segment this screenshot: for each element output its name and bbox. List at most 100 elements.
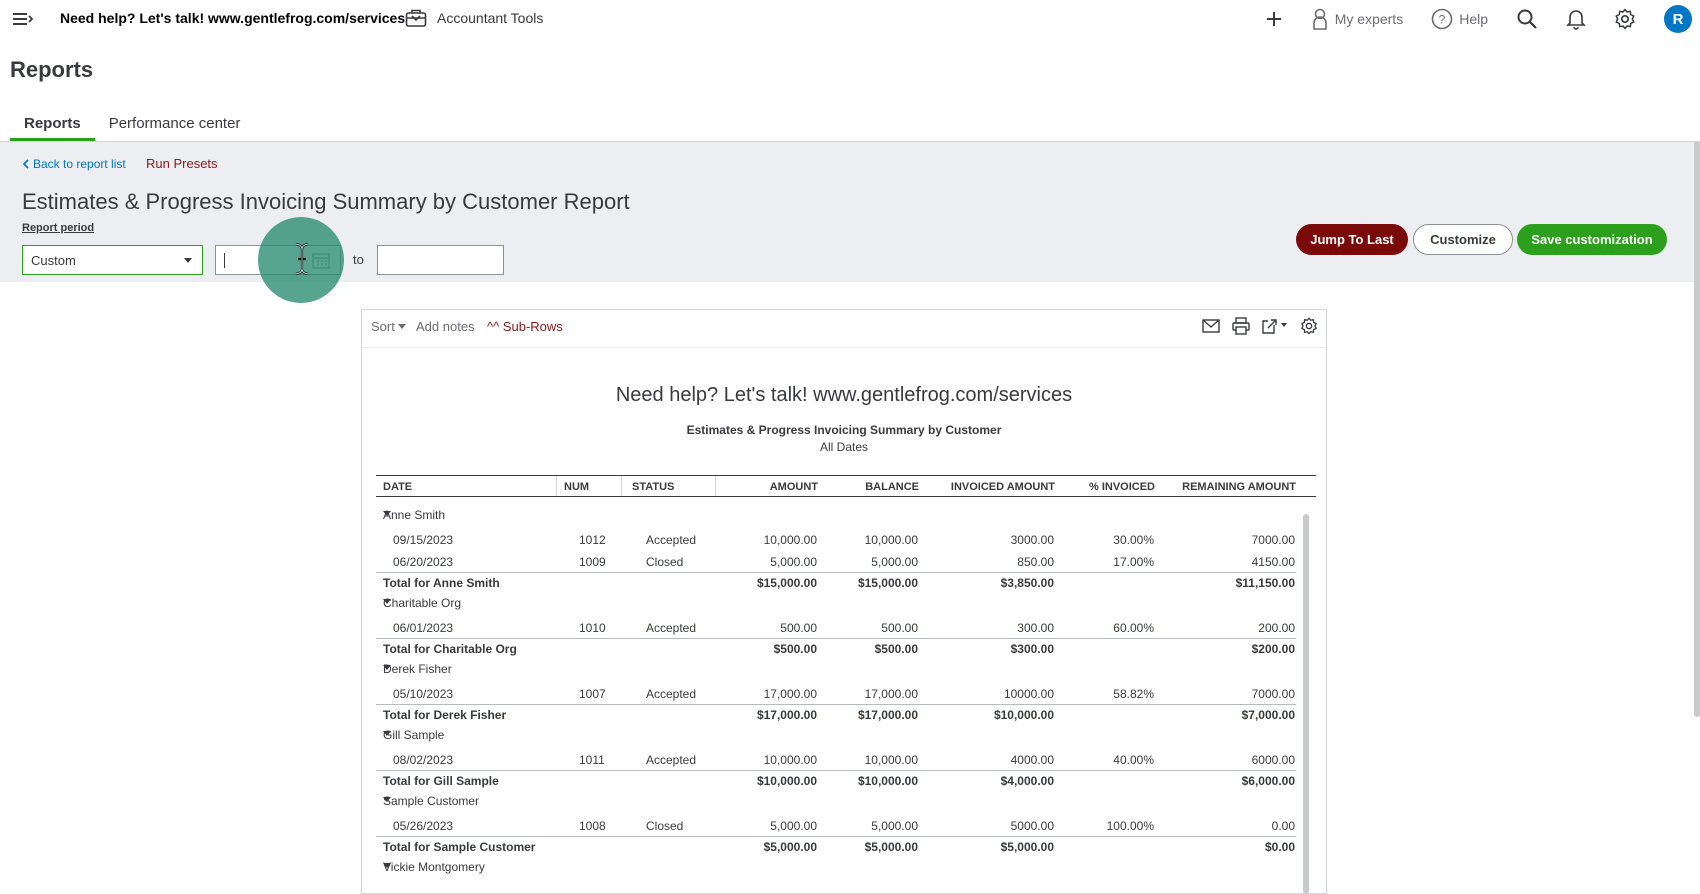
col-num[interactable]: NUM [564,481,590,493]
export-icon[interactable] [1262,317,1288,335]
cell-num: 1011 [579,753,605,767]
to-date-input[interactable] [377,245,504,275]
column-divider[interactable] [715,476,716,496]
notifications-button[interactable] [1566,8,1586,30]
report-dates: All Dates [819,440,869,454]
collapse-caret-icon[interactable] [383,797,391,802]
chevron-left-icon [22,159,29,169]
tab-reports[interactable]: Reports [10,104,95,142]
user-avatar-button[interactable]: R [1664,5,1692,33]
cell-balance: 5,000.00 [871,555,918,569]
help-button[interactable]: ? Help [1431,8,1488,30]
sort-button[interactable]: Sort [371,319,406,334]
page-tabs: Reports Performance center [10,104,254,142]
cell-date: Total for Charitable Org [383,642,517,656]
table-row: 06/01/2023 1010 Accepted 500.00 500.00 300.00… [376,618,1296,638]
settings-button[interactable] [1614,8,1636,30]
customer-group-row[interactable]: Anne Smith [376,505,1296,525]
back-to-report-list-link[interactable]: Back to report list [22,157,126,171]
cell-num: 1010 [579,621,606,635]
sub-rows-toggle[interactable]: ^^ Sub-Rows [487,319,563,334]
customer-group-row[interactable]: Charitable Org [376,593,1296,613]
print-icon[interactable] [1232,317,1250,335]
table-row: 06/20/2023 1009 Closed 5,000.00 5,000.00 850.… [376,552,1296,572]
cell-amount: 5,000.00 [770,555,817,569]
menu-toggle-icon[interactable] [12,9,34,29]
cell-amount: $17,000.00 [756,708,817,722]
new-button[interactable] [1265,10,1283,28]
collapse-caret-icon[interactable] [383,665,391,670]
collapse-caret-icon[interactable] [383,599,391,604]
expert-person-icon [1312,8,1327,30]
cell-status: Accepted [646,621,697,635]
my-experts-button[interactable]: My experts [1311,8,1403,30]
col-status[interactable]: STATUS [632,481,675,493]
customer-name: Charitable Org [383,596,462,610]
run-presets-link[interactable]: Run Presets [146,156,218,171]
cell-invoiced-amount: $3,850.00 [1000,576,1054,590]
customize-button[interactable]: Customize [1413,224,1513,255]
report-scrollbar[interactable] [1303,514,1309,894]
cell-amount: $5,000.00 [763,840,817,854]
cell-date: Total for Gill Sample [383,774,499,788]
customer-name: Anne Smith [383,508,446,522]
cell-remaining-amount: 7000.00 [1251,687,1295,701]
text-cursor [224,253,225,268]
cell-remaining-amount: $0.00 [1264,840,1295,854]
col-date[interactable]: DATE [383,481,413,493]
customer-group-row[interactable]: Derek Fisher [376,659,1296,679]
cell-invoiced-amount: 3000.00 [1010,533,1054,547]
customer-group-label: Vickie Montgomery [383,860,485,874]
cell-status: Closed [646,819,684,833]
cell-status: Accepted [646,533,697,547]
col-remaining-amount[interactable]: REMAINING AMOUNT [1182,481,1296,493]
report-period-label: Report period [22,222,95,234]
cell-amount: 17,000.00 [763,687,817,701]
text-cursor-icon [295,242,309,276]
add-notes-button[interactable]: Add notes [416,319,475,334]
tab-performance-center[interactable]: Performance center [108,115,241,132]
customer-group-row[interactable]: Gill Sample [376,725,1296,745]
customer-group-row[interactable]: Sample Customer [376,791,1296,811]
cell-num: 1012 [579,533,606,547]
gear-icon [1615,8,1635,30]
column-divider[interactable] [556,476,557,496]
top-right-actions: My experts ? Help R [1237,4,1692,34]
email-icon[interactable] [1202,319,1220,333]
bell-icon [1566,10,1586,30]
cell-remaining-amount: $200.00 [1251,642,1295,656]
column-divider[interactable] [621,476,622,496]
report-name: Estimates & Progress Invoicing Summary b… [686,423,1002,437]
cell-num: 1008 [579,819,606,833]
accountant-tools-label: Accountant Tools [437,10,544,26]
cell-date: 06/01/2023 [393,621,454,635]
col-amount[interactable]: AMOUNT [769,481,818,493]
collapse-caret-icon[interactable] [383,863,391,868]
cell-balance: 10,000.00 [864,753,918,767]
collapse-caret-icon[interactable] [383,731,391,736]
cell-amount: 5,000.00 [770,819,817,833]
collapse-caret-icon[interactable] [383,511,391,516]
cell-date: 05/10/2023 [393,687,454,701]
jump-to-last-button[interactable]: Jump To Last [1296,224,1408,255]
cell-date: 06/20/2023 [393,555,454,569]
report-period-select[interactable]: Custom [22,245,203,275]
cell-invoiced-amount: $10,000.00 [993,708,1054,722]
gear-icon[interactable] [1300,317,1318,335]
customer-name: Sample Customer [383,794,480,808]
cell-percent-invoiced: 58.82% [1113,687,1154,701]
cell-num: 1007 [579,687,606,701]
col-balance[interactable]: BALANCE [865,481,919,493]
col-percent-invoiced[interactable]: % INVOICED [1088,481,1155,493]
company-switcher[interactable]: Need help? Let's talk! www.gentlefrog.co… [60,10,421,26]
accountant-tools-button[interactable]: Accountant Tools [405,8,543,28]
search-button[interactable] [1516,8,1538,30]
page-scrollbar[interactable] [1694,141,1700,717]
cell-status: Accepted [646,687,697,701]
save-customization-button[interactable]: Save customization [1517,224,1667,255]
top-bar: Need help? Let's talk! www.gentlefrog.co… [0,0,1700,38]
cell-invoiced-amount: $5,000.00 [1000,840,1054,854]
customer-name: Derek Fisher [383,662,452,676]
customer-group-row[interactable]: Vickie Montgomery [376,857,1296,877]
col-invoiced-amount[interactable]: INVOICED AMOUNT [950,481,1055,493]
